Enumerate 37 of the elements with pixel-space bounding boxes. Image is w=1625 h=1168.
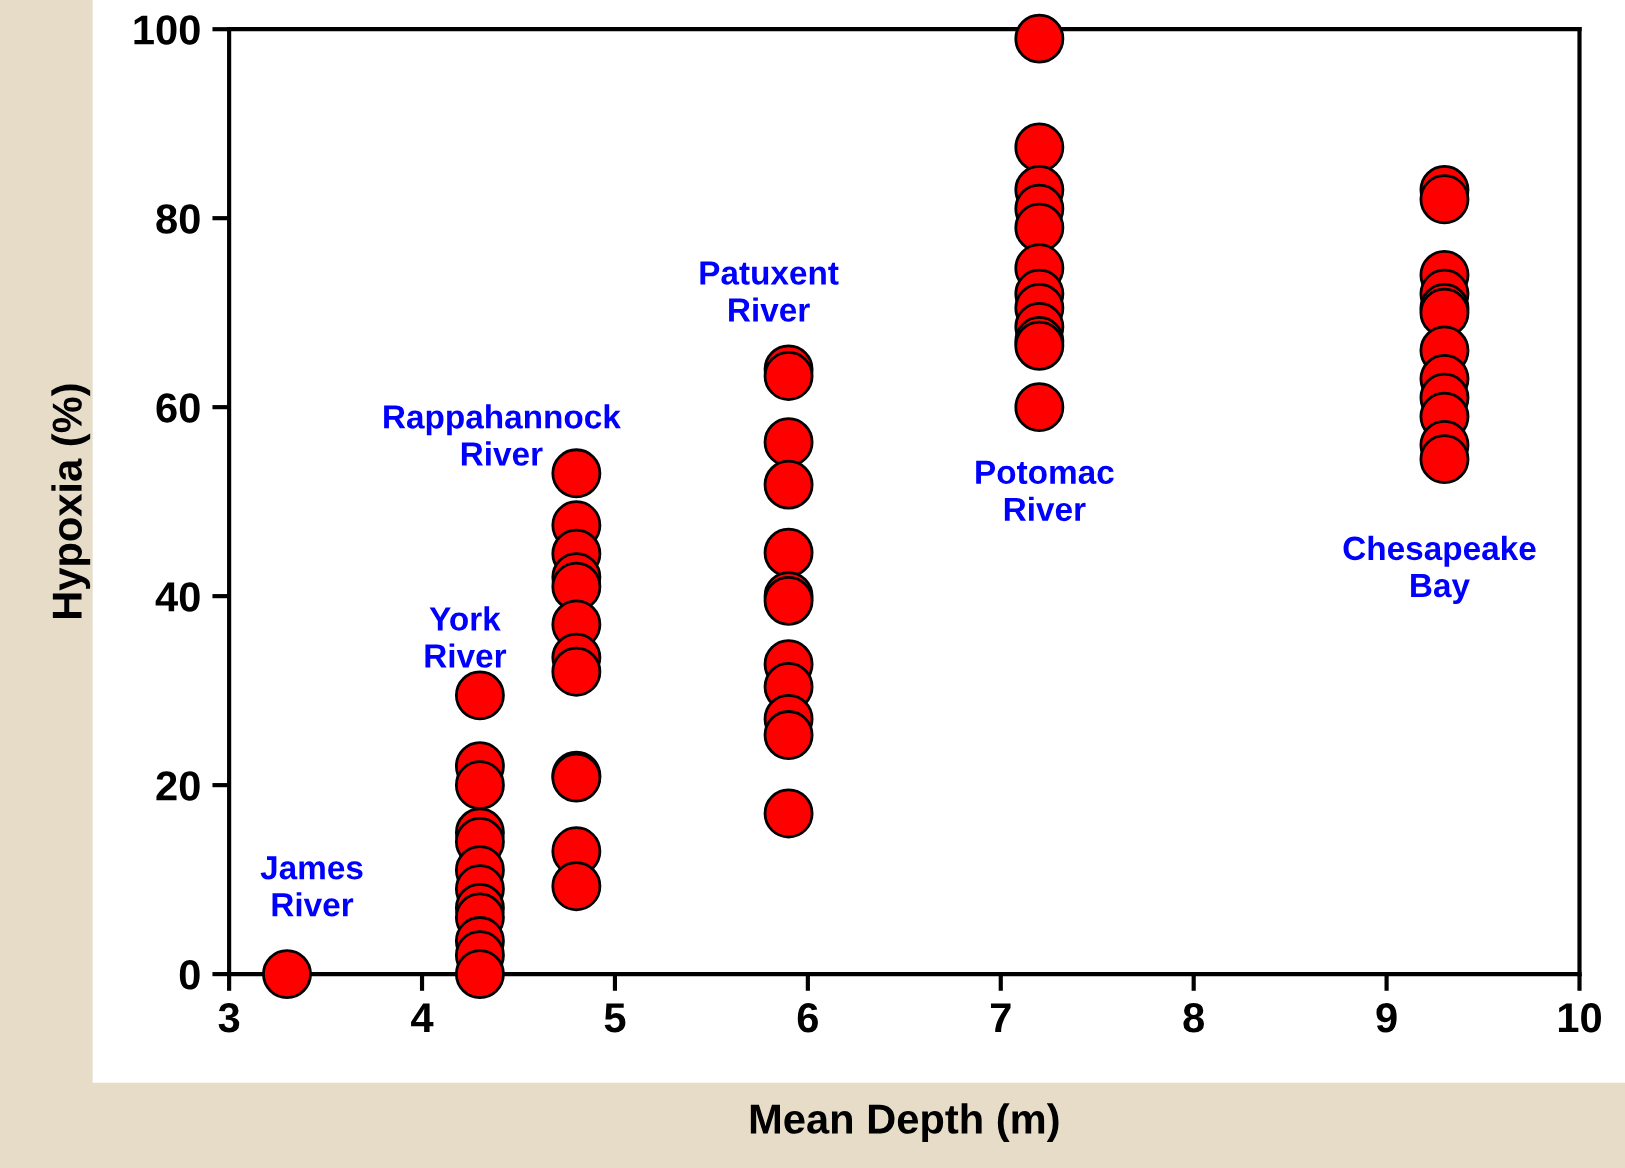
y-tick-label: 60 <box>156 393 200 423</box>
point <box>551 646 602 697</box>
annotation: Chesapeake Bay <box>1343 535 1536 604</box>
point <box>1419 434 1470 485</box>
x-tick-label: 3 <box>218 1002 240 1033</box>
x-tick-label: 5 <box>604 1003 626 1033</box>
point <box>763 351 814 401</box>
x-tick-label: 4 <box>411 1003 434 1033</box>
annotation: Potomac River <box>976 460 1114 522</box>
x-tick-label: 6 <box>797 1002 818 1033</box>
y-tick-label: 0 <box>179 960 200 990</box>
annotation: York River <box>425 606 507 668</box>
annotation: Rappahannock River <box>384 404 621 466</box>
point <box>262 949 312 1000</box>
y-tick-label: 20 <box>156 771 200 801</box>
annotation: Patuxent River <box>700 261 839 322</box>
point <box>1014 382 1065 433</box>
x-tick-label: 10 <box>1558 1002 1601 1033</box>
point <box>454 670 505 721</box>
y-tick-label: 80 <box>156 204 200 234</box>
x-axis-title: Mean Depth (m) <box>750 1103 1059 1143</box>
x-tick-label: 9 <box>1376 1002 1397 1033</box>
point <box>454 949 505 1000</box>
x-tick-label: 8 <box>1183 1002 1204 1033</box>
point <box>551 861 602 912</box>
point <box>763 788 814 839</box>
point <box>454 760 505 811</box>
point <box>763 459 814 510</box>
point <box>763 710 814 760</box>
point <box>1014 13 1065 64</box>
y-tick-label: 40 <box>155 582 200 612</box>
point <box>1419 174 1470 225</box>
y-tick-label: 100 <box>134 15 200 45</box>
y-axis-title: Hypoxia (%) <box>51 384 91 619</box>
x-tick-label: 7 <box>990 1003 1011 1033</box>
annotation: James River <box>260 856 363 917</box>
point <box>551 448 602 499</box>
